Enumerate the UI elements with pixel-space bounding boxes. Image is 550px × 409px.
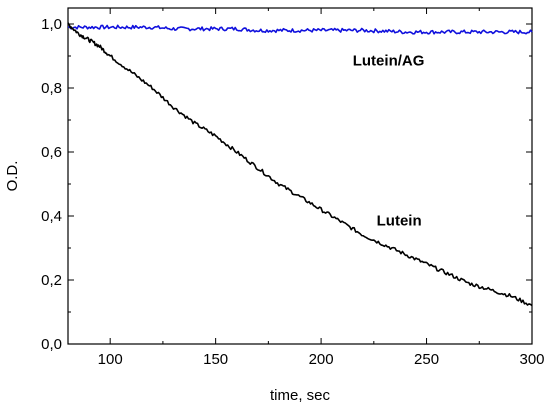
series-line-lutein-ag (67, 24, 533, 35)
x-tick-label: 150 (203, 351, 228, 368)
y-tick-label: 0,2 (41, 272, 62, 289)
annotation-label: Lutein (377, 213, 422, 230)
series-line-lutein (67, 22, 533, 307)
x-tick-label: 250 (414, 351, 439, 368)
y-tick-label: 0,6 (41, 144, 62, 161)
x-tick-label: 100 (98, 351, 123, 368)
y-tick-label: 0,0 (41, 336, 62, 353)
y-tick-label: 1,0 (41, 16, 62, 33)
series-layer (67, 22, 533, 307)
annotation-label: Lutein/AG (353, 53, 425, 70)
y-tick-label: 0,8 (41, 80, 62, 97)
plot-frame (67, 7, 533, 345)
axes-layer: 100 150 200 250 300 0,0 0,2 0,4 0,6 0,8 1,0 (41, 8, 545, 368)
x-tick-label: 200 (309, 351, 334, 368)
annotation-layer: Lutein/AG Lutein (353, 53, 425, 230)
x-axis-title: time, sec (270, 387, 331, 404)
y-tick-label: 0,4 (41, 208, 62, 225)
y-axis-title: O.D. (4, 161, 21, 192)
x-tick-label: 300 (519, 351, 544, 368)
